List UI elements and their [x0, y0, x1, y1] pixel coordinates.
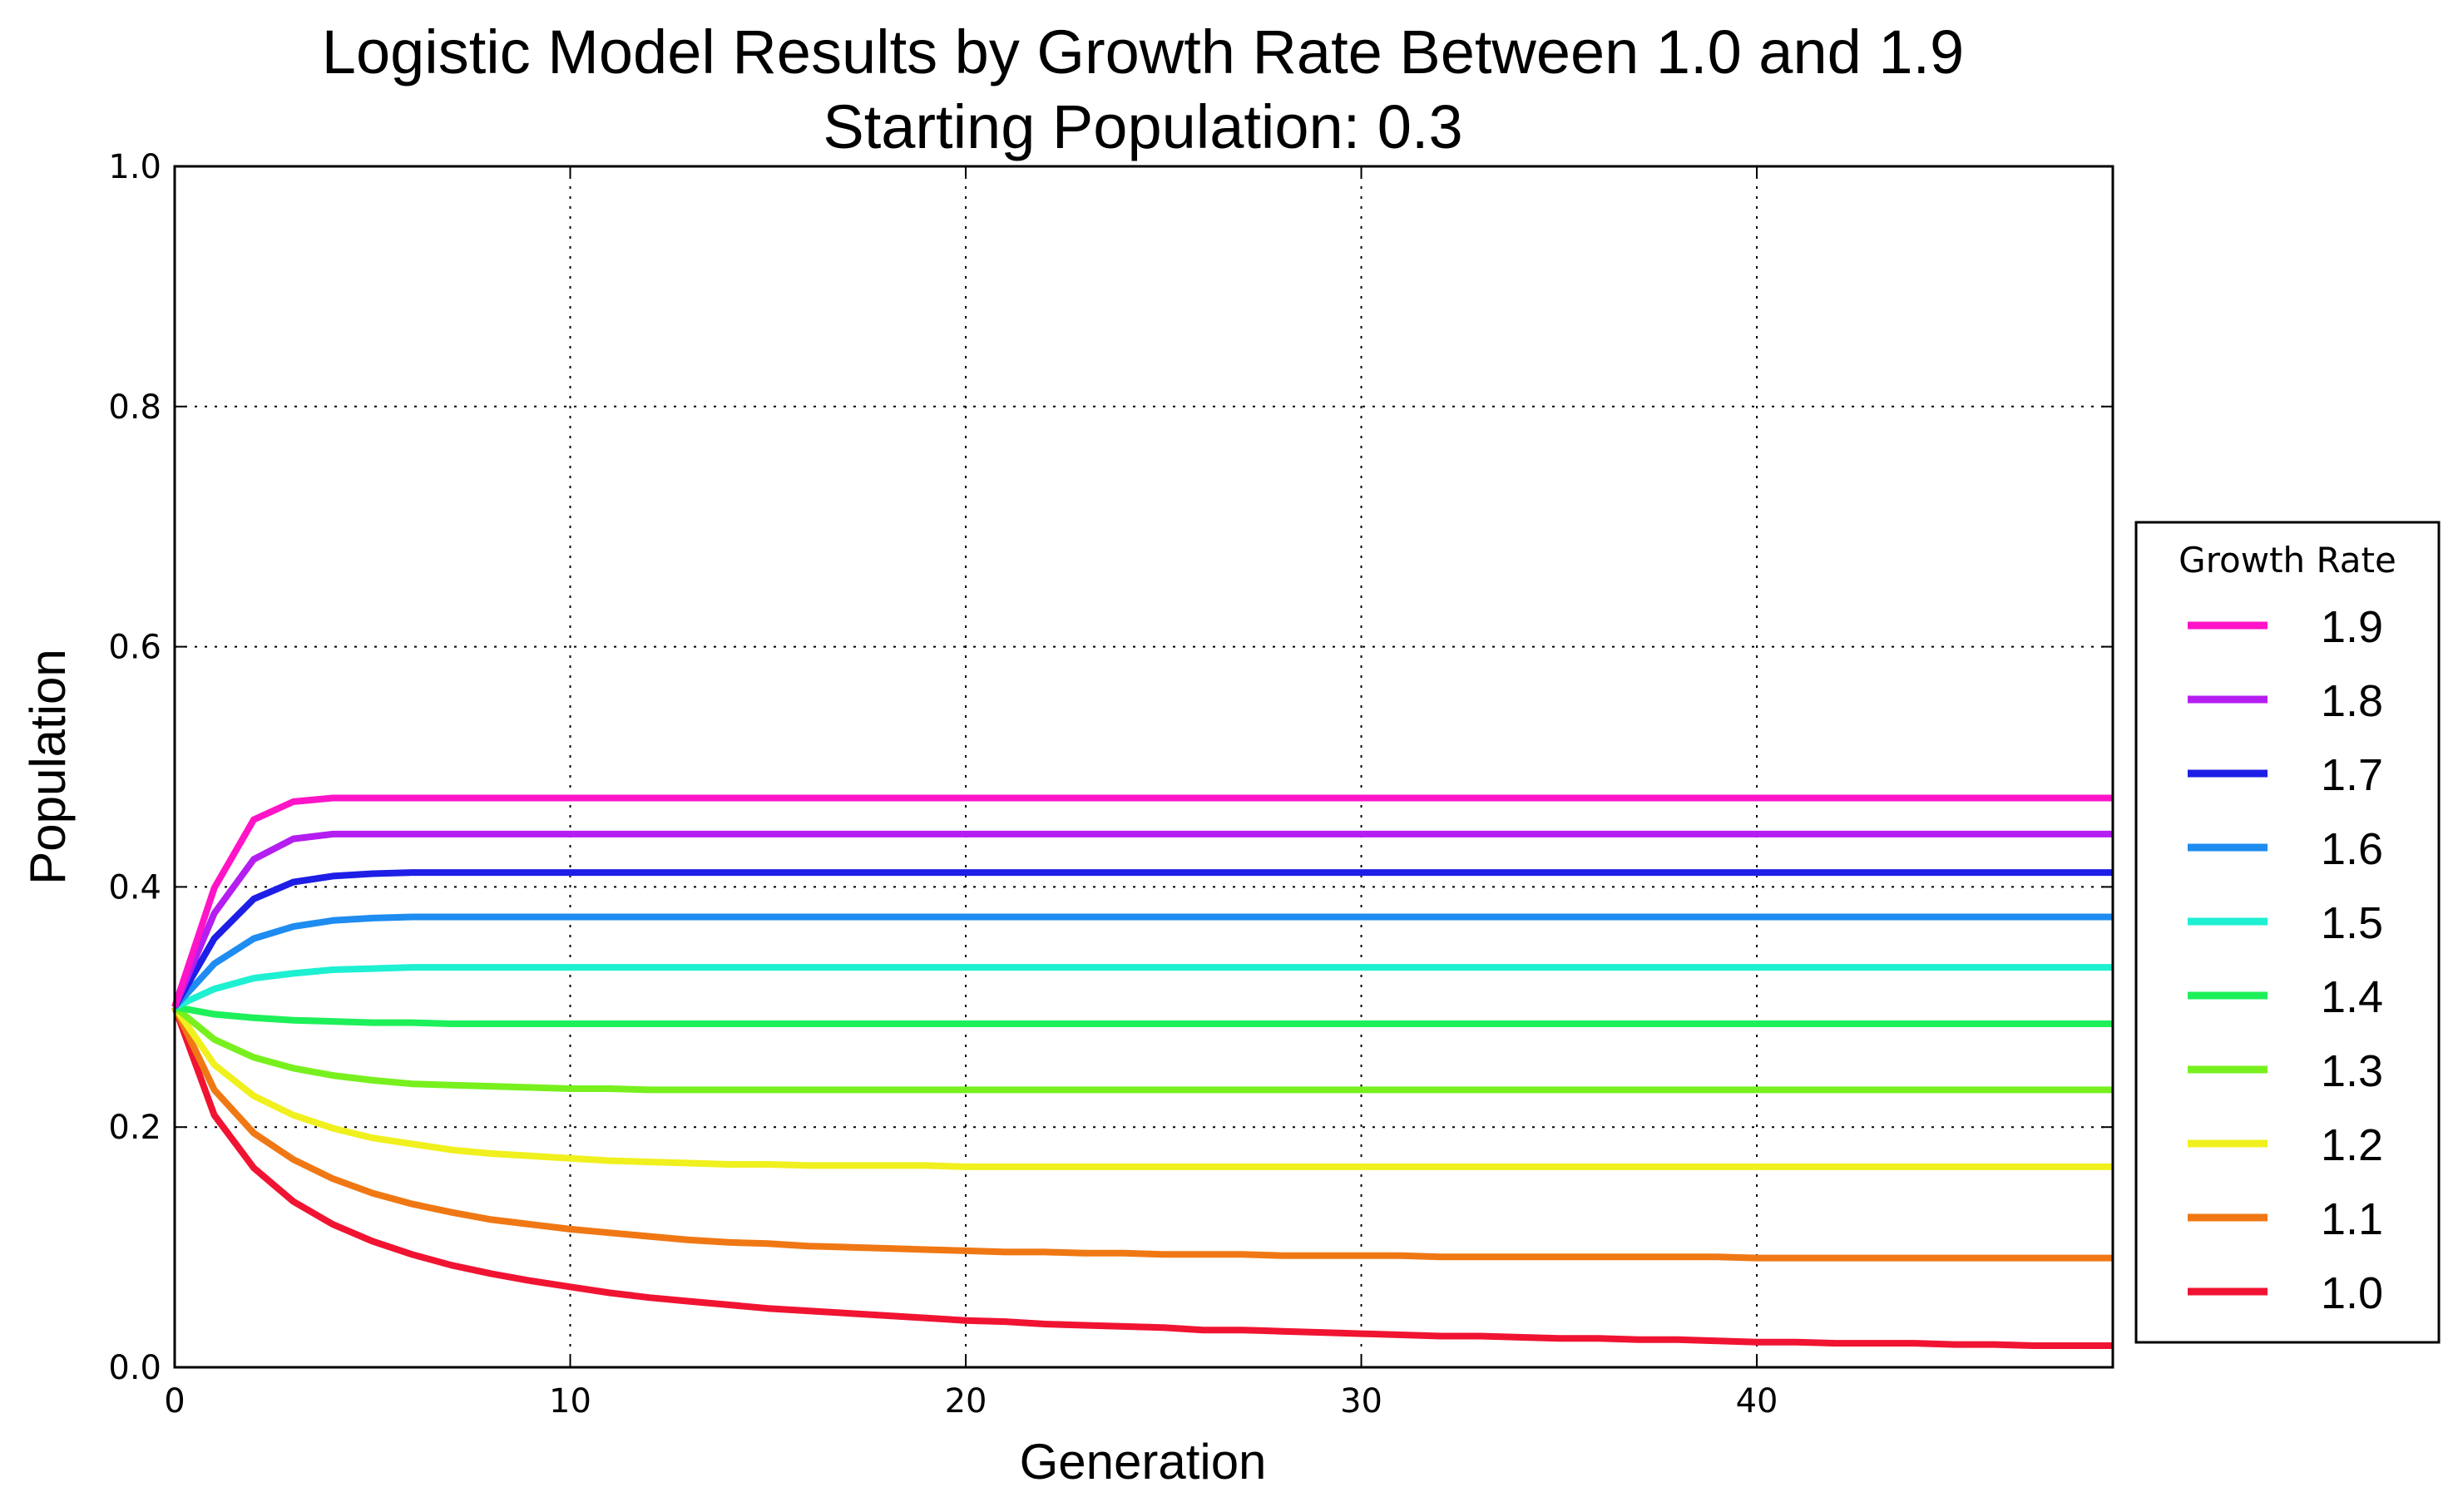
legend-label: 1.4	[2321, 972, 2383, 1022]
x-tick-label: 0	[164, 1382, 185, 1421]
x-tick-label: 10	[549, 1382, 591, 1421]
legend-label: 1.9	[2321, 602, 2383, 652]
series-line-1-1	[171, 1006, 2113, 1262]
x-tick-label: 20	[945, 1382, 987, 1421]
legend-label: 1.6	[2321, 824, 2383, 874]
series-line-1-7	[171, 869, 2113, 1009]
legend-label: 1.2	[2321, 1120, 2383, 1170]
series-line-1-9	[171, 794, 2113, 1009]
y-tick-label: 0.0	[108, 1349, 161, 1387]
plot-area	[173, 165, 2114, 1369]
chart-subtitle: Starting Population: 0.3	[823, 92, 1462, 161]
legend-label: 1.1	[2321, 1194, 2383, 1244]
legend-label: 1.8	[2321, 676, 2383, 726]
series-line-1-2	[171, 1005, 2113, 1170]
y-tick-label: 0.4	[108, 868, 161, 907]
legend-box	[2134, 521, 2441, 1344]
ticks: 0 10 20 30 40 0.0 0.2 0.4 0.6 0.8 1.0	[108, 148, 2113, 1421]
series-line-1-6	[172, 913, 2113, 1010]
series-line-1-3	[172, 1004, 2113, 1094]
legend-label: 1.3	[2321, 1046, 2383, 1096]
y-tick-label: 0.2	[108, 1109, 161, 1147]
y-tick-label: 1.0	[108, 148, 161, 186]
legend-title: Growth Rate	[2179, 540, 2396, 581]
legend-label: 1.5	[2321, 898, 2383, 948]
x-axis-label: Generation	[1020, 1434, 1267, 1490]
chart-title: Logistic Model Results by Growth Rate Be…	[322, 17, 1964, 86]
grid	[174, 166, 2113, 1368]
series-layer	[171, 794, 2113, 1349]
series-line-1-8	[171, 830, 2113, 1009]
series-line-1-5	[173, 964, 2113, 1010]
y-tick-label: 0.8	[108, 388, 161, 427]
legend-label: 1.7	[2321, 750, 2383, 800]
legend-label: 1.0	[2321, 1268, 2383, 1318]
legend: Growth Rate 1.9 1.8 1.7 1.6 1.5 1.4 1.3 1.2 1.1 1…	[2134, 521, 2441, 1344]
y-tick-label: 0.6	[108, 629, 161, 667]
series-line-1-0	[171, 1006, 2113, 1349]
x-tick-label: 30	[1340, 1382, 1382, 1421]
series-line-1-4	[174, 1003, 2113, 1027]
x-tick-label: 40	[1736, 1382, 1778, 1421]
y-axis-label: Population	[20, 649, 76, 885]
